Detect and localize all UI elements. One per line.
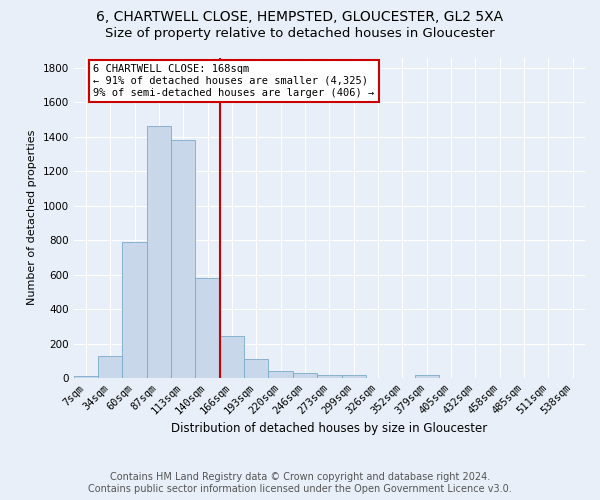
Bar [293, 373, 317, 378]
Bar [196, 278, 220, 378]
Text: Size of property relative to detached houses in Gloucester: Size of property relative to detached ho… [105, 28, 495, 40]
Bar [341, 376, 366, 378]
Bar [268, 371, 293, 378]
Bar [74, 376, 98, 378]
X-axis label: Distribution of detached houses by size in Gloucester: Distribution of detached houses by size … [171, 422, 487, 435]
Text: 6 CHARTWELL CLOSE: 168sqm
← 91% of detached houses are smaller (4,325)
9% of sem: 6 CHARTWELL CLOSE: 168sqm ← 91% of detac… [93, 64, 374, 98]
Bar [244, 359, 268, 378]
Bar [220, 336, 244, 378]
Text: 6, CHARTWELL CLOSE, HEMPSTED, GLOUCESTER, GL2 5XA: 6, CHARTWELL CLOSE, HEMPSTED, GLOUCESTER… [97, 10, 503, 24]
Bar [171, 140, 196, 378]
Bar [317, 374, 341, 378]
Bar [122, 242, 147, 378]
Bar [415, 374, 439, 378]
Text: Contains HM Land Registry data © Crown copyright and database right 2024.
Contai: Contains HM Land Registry data © Crown c… [88, 472, 512, 494]
Y-axis label: Number of detached properties: Number of detached properties [27, 130, 37, 306]
Bar [147, 126, 171, 378]
Bar [98, 356, 122, 378]
